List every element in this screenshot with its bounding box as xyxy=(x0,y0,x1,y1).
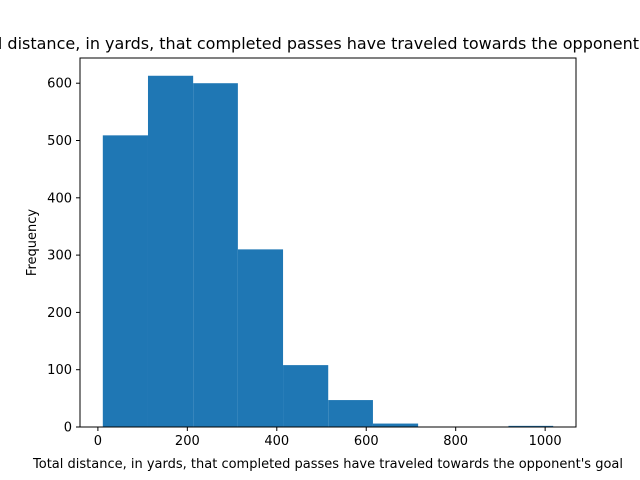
y-tick-label: 400 xyxy=(47,191,72,206)
plot-frame xyxy=(79,57,577,428)
x-tick-label: 0 xyxy=(94,434,102,449)
histogram-bar xyxy=(193,83,238,427)
x-tick-label: 200 xyxy=(175,434,200,449)
histogram-bar xyxy=(102,135,148,427)
y-axis-label: Frequency xyxy=(25,209,40,276)
y-tick-label: 200 xyxy=(47,306,72,321)
histogram-bar xyxy=(372,423,419,427)
histogram-bar xyxy=(283,365,329,427)
histogram-bar xyxy=(147,75,194,427)
y-tick-label: 600 xyxy=(47,77,72,92)
y-tick-label: 0 xyxy=(64,421,72,436)
x-tick-label: 1000 xyxy=(529,434,562,449)
y-tick-label: 500 xyxy=(47,134,72,149)
chart-title: Total distance, in yards, that completed… xyxy=(0,34,640,53)
bars-group xyxy=(102,75,554,427)
x-axis-label: Total distance, in yards, that completed… xyxy=(32,457,623,472)
histogram-bar xyxy=(328,400,373,427)
x-tick-label: 400 xyxy=(264,434,289,449)
histogram-bar xyxy=(508,425,554,427)
y-tick-label: 100 xyxy=(47,363,72,378)
histogram-bar xyxy=(237,249,284,427)
y-tick-label: 300 xyxy=(47,249,72,264)
y-axis-ticks: 0 100 200 300 400 500 600 xyxy=(47,77,80,436)
x-axis-ticks: 0 200 400 600 800 1000 xyxy=(94,427,562,449)
x-tick-label: 600 xyxy=(354,434,379,449)
x-tick-label: 800 xyxy=(443,434,468,449)
